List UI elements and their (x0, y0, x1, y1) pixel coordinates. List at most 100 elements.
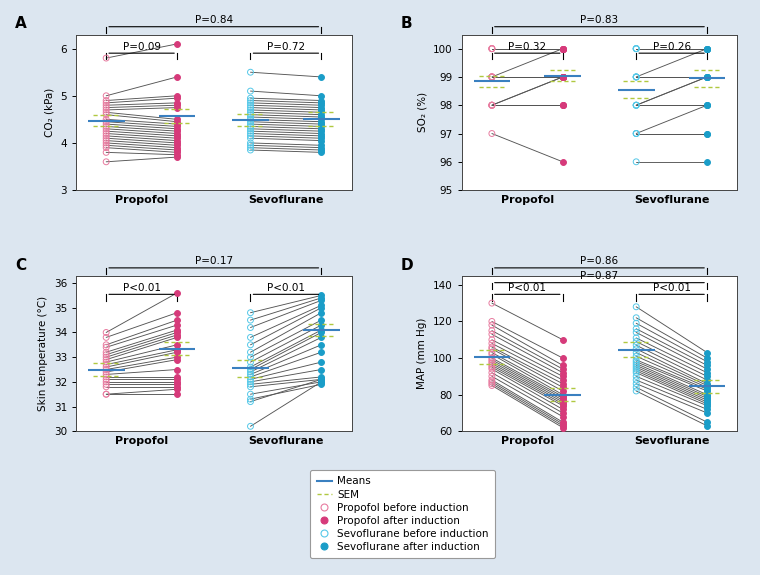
Point (701, 101, 713, 110)
Point (245, 139, 257, 148)
Point (171, 72, 183, 82)
Text: P=0.09: P=0.09 (122, 41, 160, 52)
Point (171, 375, 183, 384)
Point (486, 375, 498, 385)
Point (315, 126, 328, 136)
Point (701, 386, 713, 396)
Point (701, 129, 713, 138)
Point (171, 136, 183, 145)
Point (171, 101, 183, 110)
Point (630, 72, 642, 82)
Point (171, 39, 183, 48)
Point (486, 44, 498, 53)
Point (556, 72, 568, 82)
Point (245, 94, 257, 103)
Point (701, 408, 713, 417)
Text: P=0.17: P=0.17 (195, 256, 233, 266)
Point (486, 72, 498, 82)
Point (556, 44, 568, 53)
Point (486, 129, 498, 138)
Point (315, 143, 328, 152)
Point (630, 44, 642, 53)
Point (171, 345, 183, 354)
Point (630, 340, 642, 350)
Point (486, 348, 498, 357)
Point (315, 328, 328, 337)
Point (100, 375, 112, 384)
Point (315, 320, 328, 329)
Point (486, 361, 498, 370)
Point (701, 357, 713, 366)
Point (171, 316, 183, 325)
Point (556, 401, 568, 410)
Point (100, 96, 112, 105)
Point (486, 343, 498, 352)
Point (556, 44, 568, 53)
Point (556, 44, 568, 53)
Point (701, 72, 713, 82)
Point (245, 105, 257, 114)
Point (630, 101, 642, 110)
Point (701, 72, 713, 82)
Text: P<0.01: P<0.01 (267, 283, 305, 293)
Text: P=0.83: P=0.83 (581, 15, 619, 25)
Point (100, 333, 112, 342)
Point (701, 401, 713, 410)
Point (556, 101, 568, 110)
Point (486, 72, 498, 82)
Point (171, 380, 183, 389)
Point (630, 379, 642, 388)
Point (556, 399, 568, 408)
Y-axis label: Skin temperature (°C): Skin temperature (°C) (38, 296, 48, 411)
Point (486, 72, 498, 82)
Point (701, 397, 713, 407)
Point (245, 112, 257, 121)
Point (486, 381, 498, 390)
Point (315, 133, 328, 143)
Y-axis label: CO₂ (kPa): CO₂ (kPa) (45, 87, 55, 137)
Point (701, 72, 713, 82)
Point (100, 358, 112, 367)
Point (701, 72, 713, 82)
Point (315, 316, 328, 325)
Text: D: D (401, 258, 413, 273)
Point (315, 103, 328, 112)
Point (171, 145, 183, 155)
Point (100, 141, 112, 150)
Point (315, 101, 328, 110)
Point (701, 348, 713, 357)
Point (701, 368, 713, 377)
Point (171, 333, 183, 342)
Point (245, 362, 257, 371)
Point (701, 379, 713, 388)
Point (701, 381, 713, 390)
Point (486, 72, 498, 82)
Point (245, 358, 257, 367)
Y-axis label: SO₂ (%): SO₂ (%) (417, 92, 427, 132)
Point (315, 136, 328, 145)
Point (701, 421, 713, 430)
Point (100, 157, 112, 166)
Point (701, 101, 713, 110)
Point (315, 291, 328, 300)
Point (171, 328, 183, 337)
Point (100, 143, 112, 152)
Point (556, 361, 568, 370)
Point (315, 303, 328, 312)
Point (701, 394, 713, 403)
Point (486, 377, 498, 386)
Point (486, 355, 498, 365)
Point (630, 44, 642, 53)
Point (556, 44, 568, 53)
Point (245, 117, 257, 126)
Point (556, 394, 568, 403)
Point (315, 120, 328, 129)
Point (171, 288, 183, 297)
Point (100, 365, 112, 374)
Point (556, 368, 568, 377)
Point (245, 382, 257, 392)
Point (171, 365, 183, 374)
Point (701, 72, 713, 82)
Point (171, 348, 183, 357)
Point (315, 108, 328, 117)
